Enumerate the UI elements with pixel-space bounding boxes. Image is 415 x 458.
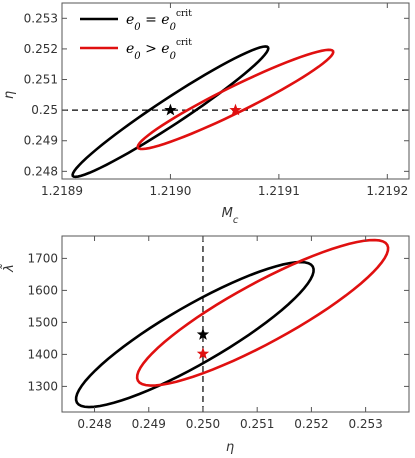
- top-plot-frame: [61, 2, 410, 180]
- top-y-axis-label: η: [2, 91, 17, 99]
- bottom-star-marker-black: [196, 328, 210, 340]
- bottom-x-tick-label: 0.252: [294, 417, 328, 431]
- top-x-tick-label: 1.2189: [41, 184, 83, 198]
- bottom-panel: 0.248 0.249 0.250 0.251 0.252 0.253 1300 1400 15…: [1, 235, 410, 455]
- bottom-y-tick-label: 1400: [27, 347, 58, 361]
- legend-label-greater: e0 > e0crit: [126, 38, 192, 62]
- top-star-marker-red: [229, 103, 242, 116]
- top-y-tick-label: 0.25: [31, 103, 58, 117]
- top-x-axis-label: Mc: [222, 206, 239, 226]
- bottom-plot-frame: [61, 235, 410, 413]
- top-x-tick-label: 1.2190: [149, 184, 191, 198]
- top-x-tick-label: 1.2191: [258, 184, 300, 198]
- bottom-x-tick-label: 0.251: [240, 417, 274, 431]
- top-y-tick-label: 0.253: [24, 11, 58, 25]
- bottom-star-marker-red: [196, 347, 210, 360]
- bottom-x-axis-label: η: [226, 440, 234, 455]
- bottom-y-tick-label: 1500: [27, 315, 58, 329]
- top-panel: 1.2189 1.2190 1.2191 1.2192 0.248 0.249 0.25 0.…: [2, 2, 410, 226]
- bottom-y-tick-label: 1300: [27, 379, 58, 393]
- top-x-tick-label: 1.2192: [366, 184, 408, 198]
- bottom-y-tick-label: 1700: [27, 251, 58, 265]
- bottom-y-axis-label: λ̃: [1, 264, 17, 273]
- top-ellipse-red: [136, 48, 335, 151]
- bottom-ellipse-red: [135, 238, 390, 387]
- legend: e0 = e0crit e0 > e0crit: [80, 9, 192, 62]
- bottom-y-tick-label: 1600: [27, 283, 58, 297]
- top-y-tick-label: 0.248: [24, 164, 58, 178]
- bottom-x-tick-label: 0.250: [186, 417, 220, 431]
- legend-label-equal: e0 = e0crit: [126, 9, 192, 33]
- top-y-tick-label: 0.252: [24, 42, 58, 56]
- top-y-tick-label: 0.251: [24, 73, 58, 87]
- bottom-ellipse-black: [74, 260, 315, 409]
- bottom-x-tick-label: 0.248: [77, 417, 111, 431]
- top-y-tick-label: 0.249: [24, 134, 58, 148]
- top-star-marker-black: [164, 103, 177, 116]
- bottom-x-tick-label: 0.249: [132, 417, 166, 431]
- bottom-x-tick-label: 0.253: [348, 417, 382, 431]
